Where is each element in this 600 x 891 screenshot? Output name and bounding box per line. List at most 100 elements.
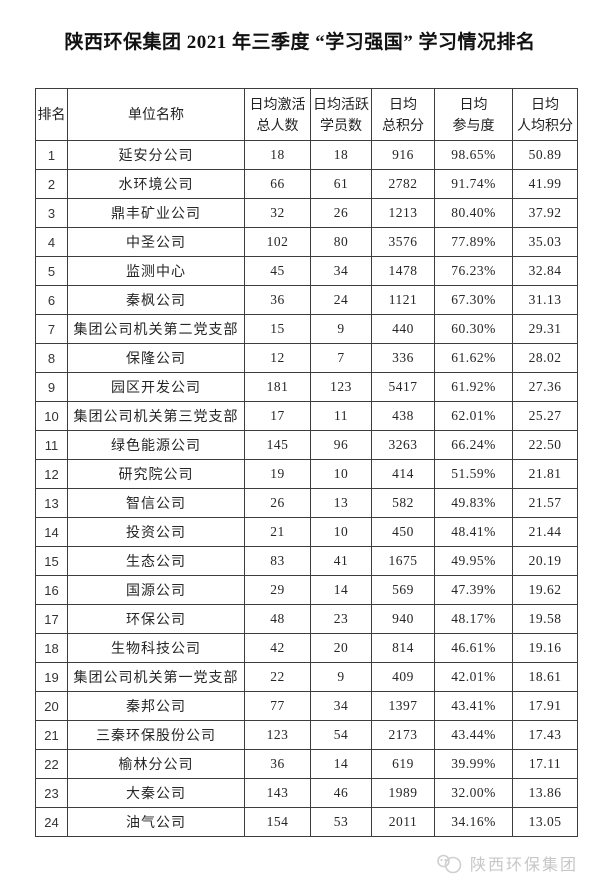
rank-cell: 2 [35,169,68,199]
rank-cell: 1 [35,140,68,170]
avg-total-points-cell: 438 [371,401,435,431]
table-row: 9 园区开发公司 181 123 5417 61.92% 27.36 [35,372,578,402]
avg-active-learners-cell: 96 [310,430,372,460]
avg-per-capita-points-cell: 17.43 [512,720,578,750]
watermark: 陕西环保集团 [436,851,578,875]
table-header: 排名 单位名称 日均激活 总人数 日均活跃 学员数 日均 总积分 日均 参与度 … [35,88,578,141]
rank-cell: 10 [35,401,68,431]
header-rank: 排名 [35,88,68,141]
avg-participation-cell: 43.41% [434,691,513,721]
header-avg-participation: 日均 参与度 [434,88,513,141]
unit-name-cell: 鼎丰矿业公司 [67,198,245,228]
avg-activated-cell: 19 [244,459,311,489]
avg-activated-cell: 143 [244,778,311,808]
avg-participation-cell: 43.44% [434,720,513,750]
header-unit-name: 单位名称 [67,88,245,141]
avg-per-capita-points-cell: 21.81 [512,459,578,489]
avg-participation-cell: 48.41% [434,517,513,547]
table-row: 8 保隆公司 12 7 336 61.62% 28.02 [35,343,578,373]
avg-total-points-cell: 1121 [371,285,435,315]
avg-active-learners-cell: 46 [310,778,372,808]
avg-activated-cell: 36 [244,285,311,315]
avg-participation-cell: 80.40% [434,198,513,228]
table-row: 24 油气公司 154 53 2011 34.16% 13.05 [35,807,578,837]
avg-activated-cell: 77 [244,691,311,721]
table-row: 7 集团公司机关第二党支部 15 9 440 60.30% 29.31 [35,314,578,344]
avg-active-learners-cell: 9 [310,314,372,344]
unit-name-cell: 秦邦公司 [67,691,245,721]
avg-total-points-cell: 1397 [371,691,435,721]
unit-name-cell: 保隆公司 [67,343,245,373]
avg-per-capita-points-cell: 19.16 [512,633,578,663]
header-avg-total-points: 日均 总积分 [371,88,435,141]
table-row: 23 大秦公司 143 46 1989 32.00% 13.86 [35,778,578,808]
avg-participation-cell: 60.30% [434,314,513,344]
rank-cell: 6 [35,285,68,315]
avg-participation-cell: 51.59% [434,459,513,489]
table-row: 21 三秦环保股份公司 123 54 2173 43.44% 17.43 [35,720,578,750]
unit-name-cell: 三秦环保股份公司 [67,720,245,750]
avg-total-points-cell: 569 [371,575,435,605]
avg-total-points-cell: 5417 [371,372,435,402]
avg-per-capita-points-cell: 25.27 [512,401,578,431]
avg-per-capita-points-cell: 50.89 [512,140,578,170]
unit-name-cell: 榆林分公司 [67,749,245,779]
rank-cell: 23 [35,778,68,808]
avg-activated-cell: 66 [244,169,311,199]
avg-total-points-cell: 336 [371,343,435,373]
avg-total-points-cell: 450 [371,517,435,547]
avg-activated-cell: 21 [244,517,311,547]
table-row: 10 集团公司机关第三党支部 17 11 438 62.01% 25.27 [35,401,578,431]
avg-per-capita-points-cell: 18.61 [512,662,578,692]
avg-participation-cell: 61.92% [434,372,513,402]
avg-participation-cell: 77.89% [434,227,513,257]
unit-name-cell: 水环境公司 [67,169,245,199]
unit-name-cell: 大秦公司 [67,778,245,808]
avg-per-capita-points-cell: 35.03 [512,227,578,257]
avg-total-points-cell: 2782 [371,169,435,199]
avg-per-capita-points-cell: 17.91 [512,691,578,721]
avg-per-capita-points-cell: 31.13 [512,285,578,315]
rank-cell: 12 [35,459,68,489]
table-row: 4 中圣公司 102 80 3576 77.89% 35.03 [35,227,578,257]
avg-participation-cell: 32.00% [434,778,513,808]
unit-name-cell: 生物科技公司 [67,633,245,663]
table-row: 2 水环境公司 66 61 2782 91.74% 41.99 [35,169,578,199]
rank-cell: 9 [35,372,68,402]
avg-activated-cell: 45 [244,256,311,286]
avg-participation-cell: 66.24% [434,430,513,460]
avg-activated-cell: 102 [244,227,311,257]
avg-per-capita-points-cell: 27.36 [512,372,578,402]
unit-name-cell: 集团公司机关第三党支部 [67,401,245,431]
rank-cell: 5 [35,256,68,286]
unit-name-cell: 国源公司 [67,575,245,605]
avg-participation-cell: 47.39% [434,575,513,605]
table-body: 1 延安分公司 18 18 916 98.65% 50.89 2 水环境公司 66 61 2782 91… [35,140,578,837]
avg-per-capita-points-cell: 13.05 [512,807,578,837]
avg-active-learners-cell: 20 [310,633,372,663]
rank-cell: 15 [35,546,68,576]
rank-cell: 7 [35,314,68,344]
rank-cell: 17 [35,604,68,634]
avg-per-capita-points-cell: 37.92 [512,198,578,228]
unit-name-cell: 投资公司 [67,517,245,547]
table-row: 12 研究院公司 19 10 414 51.59% 21.81 [35,459,578,489]
group-logo-icon [436,853,463,874]
table-row: 14 投资公司 21 10 450 48.41% 21.44 [35,517,578,547]
avg-active-learners-cell: 14 [310,749,372,779]
unit-name-cell: 绿色能源公司 [67,430,245,460]
avg-total-points-cell: 414 [371,459,435,489]
avg-active-learners-cell: 18 [310,140,372,170]
avg-participation-cell: 34.16% [434,807,513,837]
avg-activated-cell: 123 [244,720,311,750]
rank-cell: 4 [35,227,68,257]
avg-active-learners-cell: 11 [310,401,372,431]
avg-total-points-cell: 3576 [371,227,435,257]
rank-cell: 16 [35,575,68,605]
avg-activated-cell: 83 [244,546,311,576]
avg-active-learners-cell: 80 [310,227,372,257]
avg-active-learners-cell: 23 [310,604,372,634]
avg-active-learners-cell: 9 [310,662,372,692]
header-avg-per-capita-points: 日均 人均积分 [512,88,578,141]
avg-participation-cell: 49.95% [434,546,513,576]
